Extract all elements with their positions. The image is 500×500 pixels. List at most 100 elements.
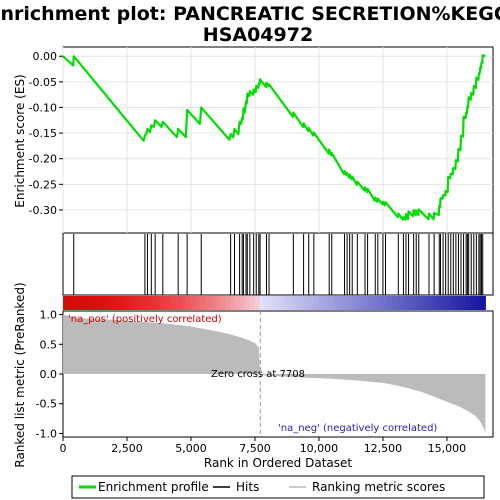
metric-y-axis: 1.0 0.5 0.0 -0.5 -1.0	[36, 309, 63, 440]
color-bar-segment	[392, 296, 398, 310]
color-bar-segment	[215, 296, 221, 310]
es-y-axis-label: Enrichment score (ES)	[13, 74, 27, 207]
color-bar-segment	[446, 296, 452, 310]
metric-y-tick-label: -0.5	[36, 398, 57, 411]
color-bar-segment	[421, 296, 427, 310]
color-bar-segment	[460, 296, 467, 310]
color-bar-segment	[200, 296, 207, 310]
color-bar-segment	[92, 296, 98, 310]
color-bar-segment	[239, 296, 246, 310]
color-bar-segment	[480, 296, 486, 310]
legend-box	[71, 475, 485, 499]
color-bar-segment	[210, 296, 216, 310]
color-bar-segment	[416, 296, 423, 310]
es-y-tick-label: -0.20	[29, 153, 57, 166]
color-bar-segment	[112, 296, 118, 310]
color-bar-segment	[229, 296, 236, 310]
color-bar-segment	[151, 296, 157, 310]
color-bar-segment	[455, 296, 462, 310]
neg-correlation-label: 'na_neg' (negatively correlated)	[278, 423, 437, 434]
color-bar-segment	[279, 296, 285, 310]
legend-hits-label: Hits	[236, 480, 259, 494]
color-bar-segment	[298, 296, 305, 310]
color-bar-segment	[67, 296, 74, 310]
color-bar-segment	[352, 296, 359, 310]
color-bar-segment	[264, 296, 270, 310]
color-bar-segment	[313, 296, 319, 310]
color-bar-segment	[136, 296, 143, 310]
hit-markers	[73, 234, 484, 295]
es-y-tick-label: -0.30	[29, 204, 57, 217]
color-bar-segment	[254, 296, 261, 310]
hits-panel-frame	[62, 232, 494, 296]
color-bar-segment	[401, 296, 408, 310]
color-bar-segment	[382, 296, 388, 310]
x-tick-label: 2,500	[111, 442, 143, 455]
x-tick-label: 7,500	[239, 442, 271, 455]
color-bar-segment	[362, 296, 369, 310]
enrichment-profile-line	[62, 54, 486, 221]
color-bar-segment	[426, 296, 432, 310]
color-bar-segment	[171, 296, 177, 310]
color-bar-segment	[377, 296, 383, 310]
color-bar-segment	[161, 296, 167, 310]
color-bar-segment	[166, 296, 172, 310]
color-bar-segment	[259, 296, 265, 310]
color-bar-segment	[195, 296, 202, 310]
x-tick-label: 0	[60, 442, 67, 455]
metric-y-tick-label: 0.5	[40, 338, 58, 351]
color-bar-segment	[283, 296, 290, 310]
color-bar-segment	[225, 296, 231, 310]
metric-y-tick-label: 1.0	[40, 309, 58, 322]
color-bar-segment	[367, 296, 373, 310]
x-tick-label: 15,000	[428, 442, 467, 455]
pos-correlation-label: 'na_pos' (positively correlated)	[68, 314, 222, 325]
color-bar-segment	[141, 296, 148, 310]
color-bar-segment	[406, 296, 413, 310]
color-bar-segment	[288, 296, 295, 310]
color-bar-segment	[220, 296, 226, 310]
es-y-tick-label: -0.10	[29, 101, 57, 114]
color-bar-segment	[234, 296, 241, 310]
color-bar-segment	[190, 296, 197, 310]
color-bar-segment	[475, 296, 482, 310]
es-grid	[62, 47, 493, 233]
x-axis: 0 2,500 5,000 7,500 10,000 12,500 15,000	[60, 437, 467, 455]
color-bar-segment	[185, 296, 192, 310]
x-tick-label: 10,000	[300, 442, 339, 455]
metric-fill	[63, 314, 486, 434]
metric-y-tick-label: 0.0	[40, 368, 58, 381]
zero-cross-label: Zero cross at 7708	[211, 369, 305, 380]
color-bar-segment	[328, 296, 334, 310]
color-bar-segment	[470, 296, 477, 310]
chart-title-line-1: Enrichment plot: PANCREATIC SECRETION%KE…	[0, 3, 500, 25]
metric-y-tick-label: -1.0	[36, 427, 57, 440]
es-y-axis: 0.00 -0.05 -0.10 -0.15 -0.20 -0.25 -0.30	[29, 50, 63, 217]
legend-metric-label: Ranking metric scores	[312, 480, 445, 494]
es-y-tick-label: -0.15	[29, 127, 57, 140]
x-axis-label: Rank in Ordered Dataset	[204, 456, 352, 470]
color-bar-segment	[387, 296, 393, 310]
rank-color-bar	[63, 296, 486, 310]
color-bar-segment	[372, 296, 378, 310]
color-bar-segment	[97, 296, 103, 310]
color-bar-segment	[180, 296, 187, 310]
color-bar-segment	[72, 296, 79, 310]
color-bar-segment	[175, 296, 182, 310]
es-y-tick-label: -0.05	[29, 76, 57, 89]
color-bar-segment	[431, 296, 437, 310]
color-bar-segment	[465, 296, 472, 310]
color-bar-segment	[347, 296, 354, 310]
color-bar-segment	[205, 296, 211, 310]
metric-y-axis-label: Ranked list metric (PreRanked)	[13, 282, 27, 467]
chart-title-line-2: HSA04972	[203, 24, 313, 46]
color-bar-segment	[436, 296, 442, 310]
color-bar-segment	[131, 296, 138, 310]
legend-enrichment-label: Enrichment profile	[98, 480, 209, 494]
color-bar-segment	[323, 296, 329, 310]
color-bar-segment	[87, 296, 94, 310]
es-panel-frame	[62, 46, 494, 234]
color-bar-segment	[82, 296, 89, 310]
color-bar-segment	[63, 296, 69, 310]
